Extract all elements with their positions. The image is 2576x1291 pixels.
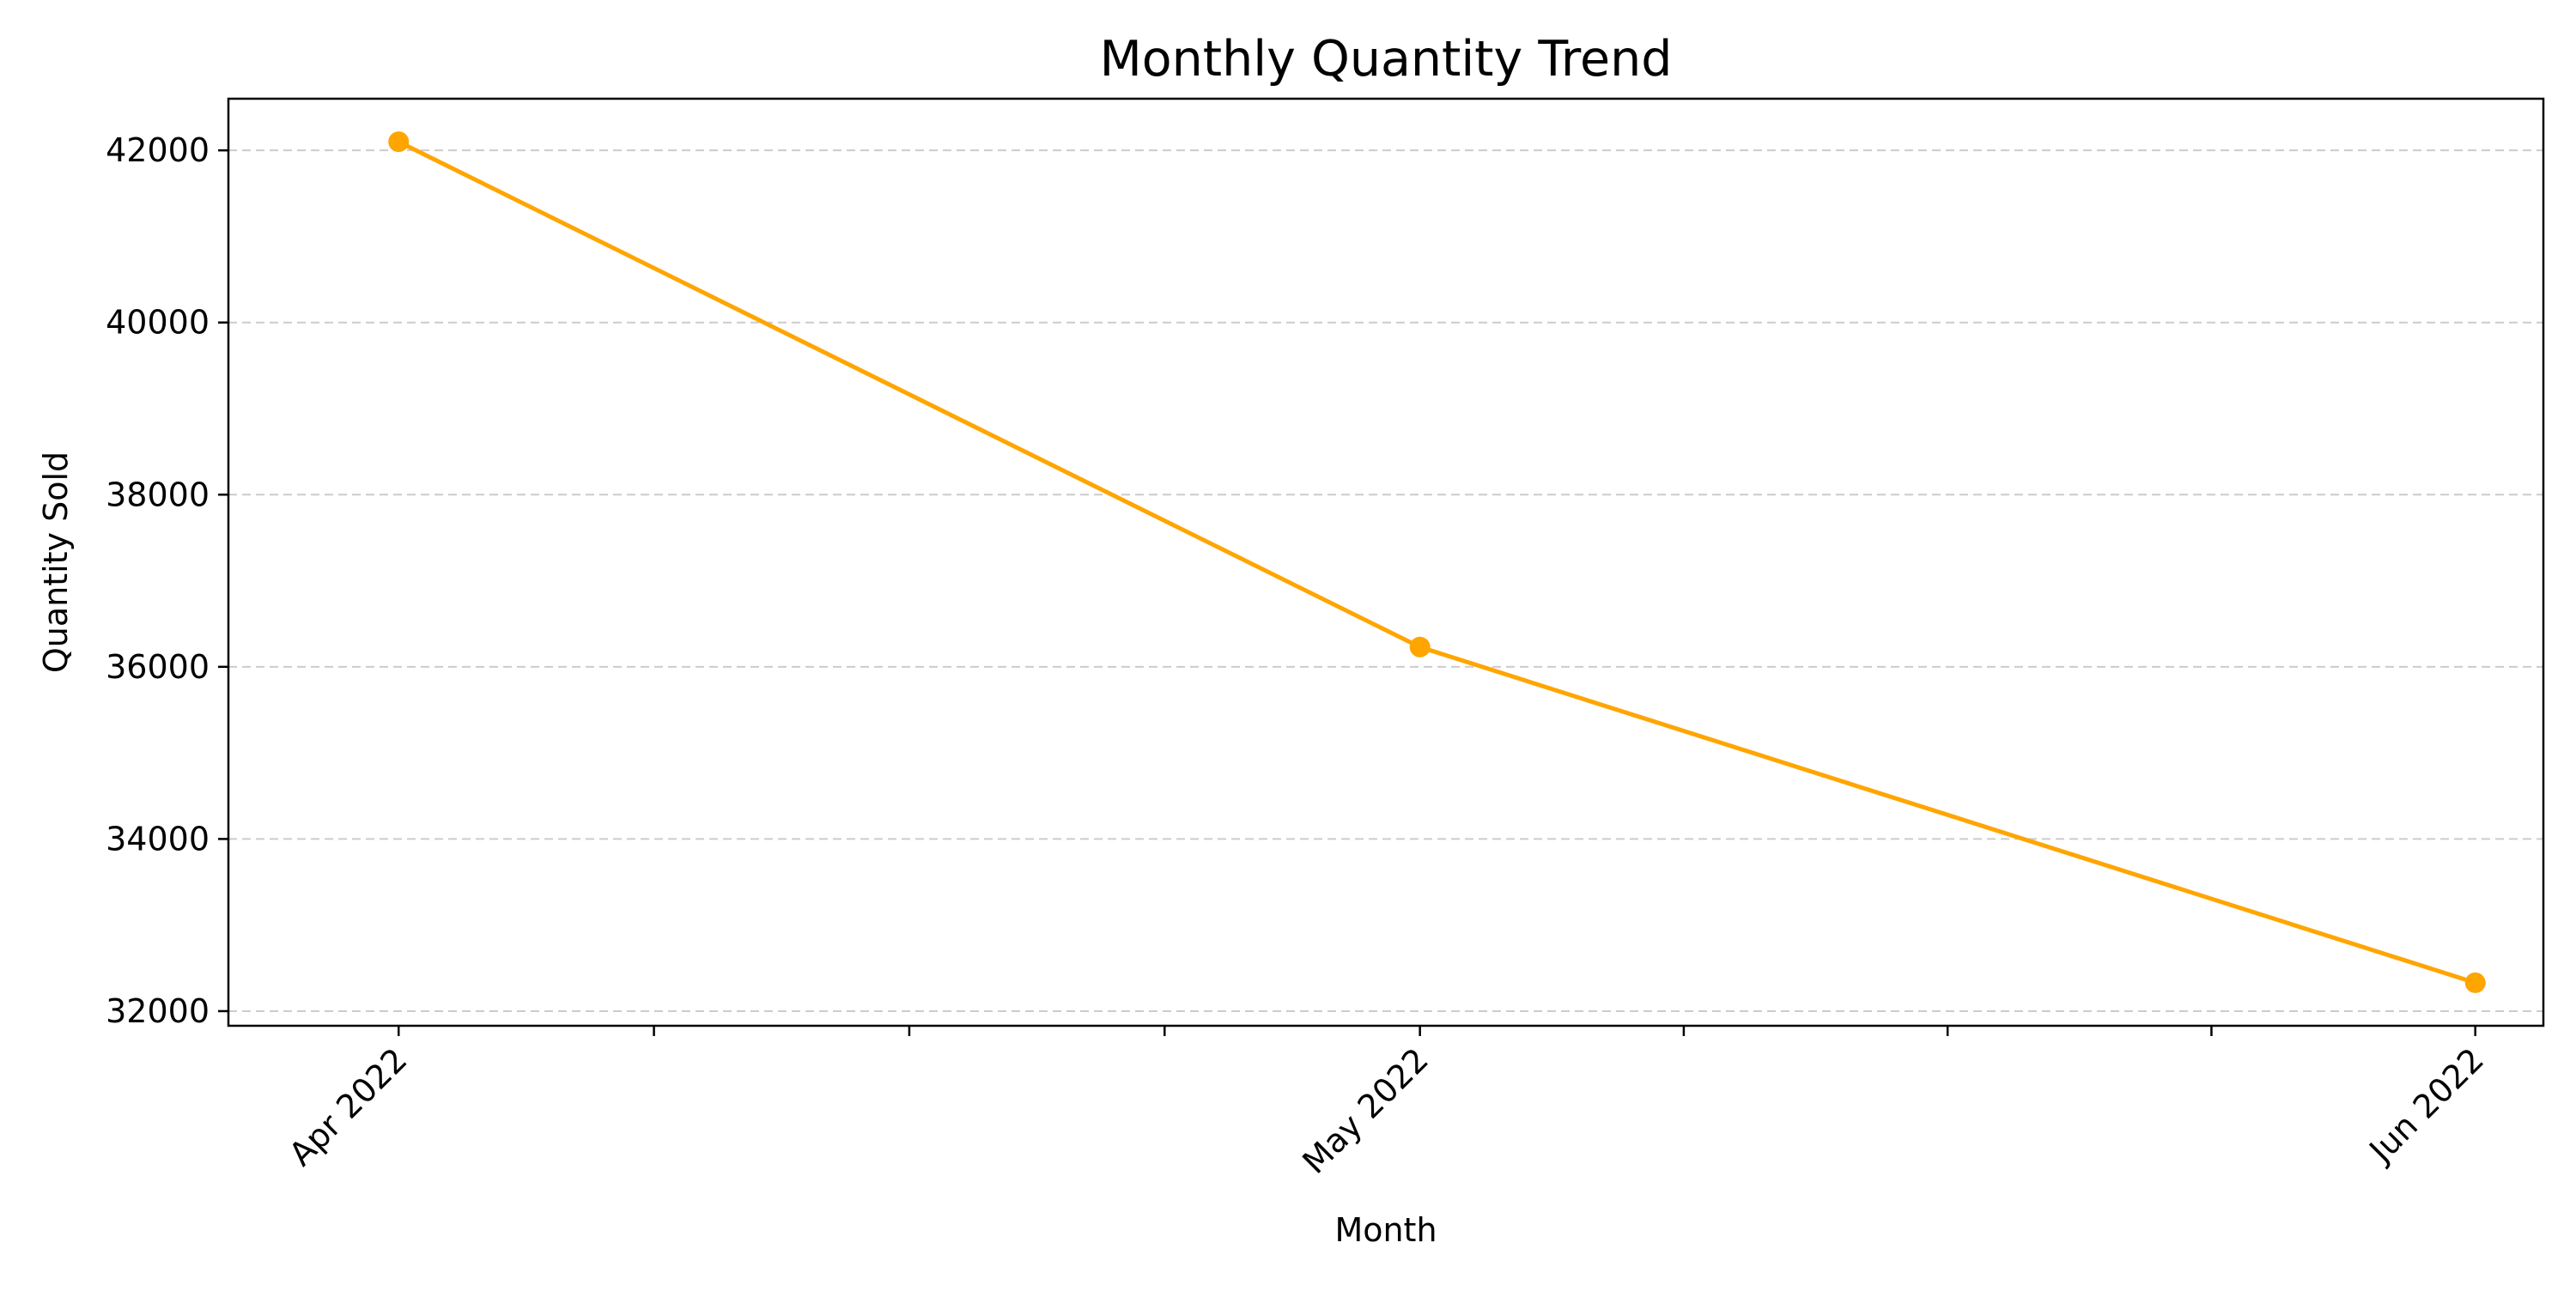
gridlines bbox=[228, 149, 2543, 1012]
y-tick-label: 32000 bbox=[106, 992, 210, 1030]
y-tick-label: 36000 bbox=[106, 648, 210, 686]
series-layer bbox=[388, 131, 2486, 993]
data-point bbox=[388, 131, 410, 153]
plot-frame bbox=[227, 97, 2545, 1027]
y-tick-label: 42000 bbox=[106, 131, 210, 169]
x-axis-label: Month bbox=[1334, 1211, 1437, 1249]
data-point bbox=[2464, 972, 2486, 993]
chart-title: Monthly Quantity Trend bbox=[1100, 31, 1673, 88]
data-point bbox=[1409, 636, 1431, 658]
y-axis-label: Quantity Sold bbox=[37, 452, 75, 673]
y-tick-label: 38000 bbox=[106, 476, 210, 513]
y-tick-label: 34000 bbox=[106, 820, 210, 858]
y-tick-label: 40000 bbox=[106, 304, 210, 342]
y-axis: 32000 34000 36000 38000 40000 42000 bbox=[106, 131, 228, 1030]
